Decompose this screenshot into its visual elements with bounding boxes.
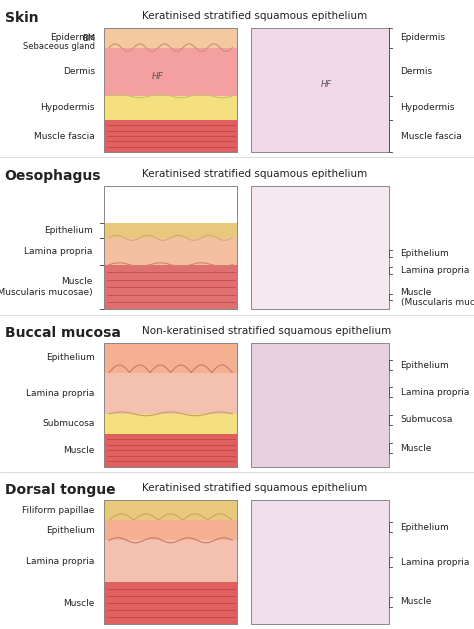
Text: HF: HF xyxy=(151,72,164,81)
Bar xyxy=(104,343,237,467)
Text: Hypodermis: Hypodermis xyxy=(401,103,455,113)
Text: Hypodermis: Hypodermis xyxy=(40,103,95,113)
Text: Epithelium: Epithelium xyxy=(46,353,95,362)
Text: Epithelium: Epithelium xyxy=(401,249,449,258)
Text: Muscle: Muscle xyxy=(401,597,432,606)
Bar xyxy=(104,372,237,414)
Text: Filiform papillae: Filiform papillae xyxy=(22,506,95,515)
Text: Epithelium: Epithelium xyxy=(401,360,449,370)
Bar xyxy=(104,28,237,48)
Text: Lamina propria: Lamina propria xyxy=(401,388,469,397)
Bar xyxy=(104,238,237,265)
Text: Keratinised stratified squamous epithelium: Keratinised stratified squamous epitheli… xyxy=(142,483,367,493)
Text: Buccal mucosa: Buccal mucosa xyxy=(5,326,120,340)
Bar xyxy=(104,28,237,152)
Bar xyxy=(104,186,237,223)
Text: Muscle
(Muscularis mucosae): Muscle (Muscularis mucosae) xyxy=(401,287,474,307)
Text: Non-keratinised stratified squamous epithelium: Non-keratinised stratified squamous epit… xyxy=(142,326,392,336)
Bar xyxy=(104,500,237,624)
Text: Keratinised stratified squamous epithelium: Keratinised stratified squamous epitheli… xyxy=(142,169,367,179)
Text: Submucosa: Submucosa xyxy=(43,420,95,428)
Text: Dorsal tongue: Dorsal tongue xyxy=(5,483,115,497)
Bar xyxy=(104,582,237,624)
Bar xyxy=(104,28,237,152)
Text: Epithelium: Epithelium xyxy=(44,226,92,235)
Text: BM: BM xyxy=(82,34,95,43)
Bar xyxy=(104,343,237,372)
Text: Muscle fascia: Muscle fascia xyxy=(34,131,95,141)
Bar xyxy=(251,28,389,152)
Text: Submucosa: Submucosa xyxy=(401,415,453,424)
Bar xyxy=(104,223,237,238)
Text: Epidermis: Epidermis xyxy=(50,33,95,43)
Text: Muscle: Muscle xyxy=(401,443,432,453)
Text: Sebaceous gland: Sebaceous gland xyxy=(23,42,95,51)
Bar xyxy=(104,186,237,309)
Bar xyxy=(251,343,389,467)
Bar xyxy=(251,186,389,309)
Text: Lamina propria: Lamina propria xyxy=(27,389,95,398)
Text: Lamina propria: Lamina propria xyxy=(27,557,95,565)
Bar xyxy=(251,500,389,624)
Text: HF: HF xyxy=(321,79,332,89)
Text: Lamina propria: Lamina propria xyxy=(401,266,469,275)
Bar xyxy=(104,96,237,120)
Text: Dermis: Dermis xyxy=(401,67,433,76)
Bar xyxy=(104,500,237,624)
Text: Dermis: Dermis xyxy=(63,67,95,76)
Bar xyxy=(104,500,237,520)
Bar xyxy=(104,343,237,467)
Text: Oesophagus: Oesophagus xyxy=(5,169,101,182)
Bar xyxy=(104,520,237,540)
Bar xyxy=(104,48,237,96)
Bar xyxy=(104,433,237,467)
Text: Muscle: Muscle xyxy=(64,446,95,455)
Bar xyxy=(104,540,237,582)
Text: Muscle
(Muscularis mucosae): Muscle (Muscularis mucosae) xyxy=(0,277,92,297)
Text: Muscle fascia: Muscle fascia xyxy=(401,131,461,141)
Text: Epithelium: Epithelium xyxy=(46,526,95,535)
Bar xyxy=(104,186,237,309)
Text: Keratinised stratified squamous epithelium: Keratinised stratified squamous epitheli… xyxy=(142,11,367,21)
Text: Epidermis: Epidermis xyxy=(401,33,446,43)
Text: Lamina propria: Lamina propria xyxy=(401,557,469,567)
Text: Epithelium: Epithelium xyxy=(401,523,449,532)
Text: Skin: Skin xyxy=(5,11,38,25)
Bar xyxy=(104,414,237,433)
Text: Lamina propria: Lamina propria xyxy=(24,247,92,256)
Text: Muscle: Muscle xyxy=(64,599,95,608)
Bar xyxy=(104,265,237,309)
Bar xyxy=(104,120,237,152)
